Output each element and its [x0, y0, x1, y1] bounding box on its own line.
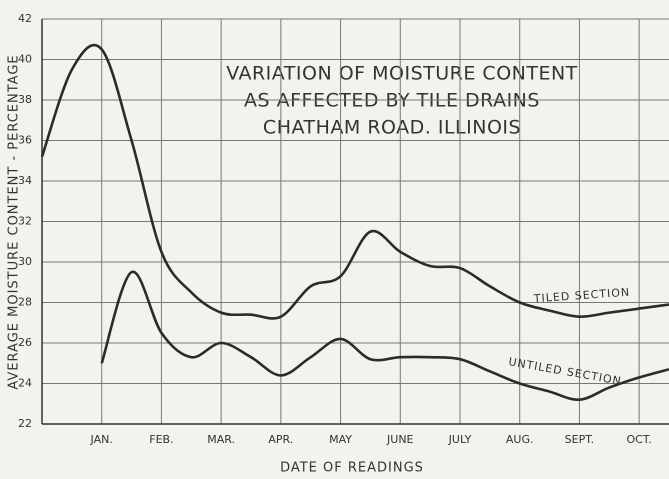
x-tick-label: MAR.: [207, 433, 235, 446]
y-tick-label: 30: [18, 255, 32, 268]
series-line: [100, 270, 669, 402]
x-tick-label: SEPT.: [565, 433, 594, 446]
y-tick-label: 26: [18, 336, 32, 349]
y-axis-label: AVERAGE MOISTURE CONTENT - PERCENTAGE: [7, 54, 22, 389]
y-tick-label: 38: [18, 93, 32, 106]
y-tick-label: 28: [18, 296, 32, 309]
y-tick-label: 32: [18, 215, 32, 228]
series-label: UNTILED SECTION: [507, 355, 622, 388]
chart-title: CHATHAM ROAD. ILLINOIS: [263, 117, 521, 139]
x-tick-label: JULY: [448, 433, 472, 446]
y-tick-label: 24: [18, 377, 32, 390]
x-tick-label: JUNE: [386, 433, 414, 446]
x-tick-label: APR.: [268, 433, 293, 446]
x-axis-label: DATE OF READINGS: [280, 461, 424, 476]
y-tick-label: 42: [18, 12, 32, 25]
x-tick-label: OCT.: [627, 433, 652, 446]
y-tick-label: 36: [18, 134, 32, 147]
x-tick-label: JAN.: [90, 433, 113, 446]
x-tick-label: FEB.: [149, 433, 173, 446]
y-tick-label: 34: [18, 174, 32, 187]
y-tick-label: 22: [18, 417, 32, 430]
x-tick-label: MAY: [329, 433, 352, 446]
x-tick-label: AUG.: [506, 433, 534, 446]
y-tick-label: 40: [18, 53, 32, 66]
chart-title: VARIATION OF MOISTURE CONTENT: [226, 63, 578, 85]
series-line: [40, 43, 669, 320]
